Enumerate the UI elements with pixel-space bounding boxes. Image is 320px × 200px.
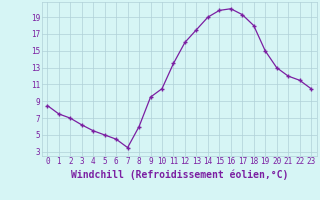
X-axis label: Windchill (Refroidissement éolien,°C): Windchill (Refroidissement éolien,°C) [70,169,288,180]
